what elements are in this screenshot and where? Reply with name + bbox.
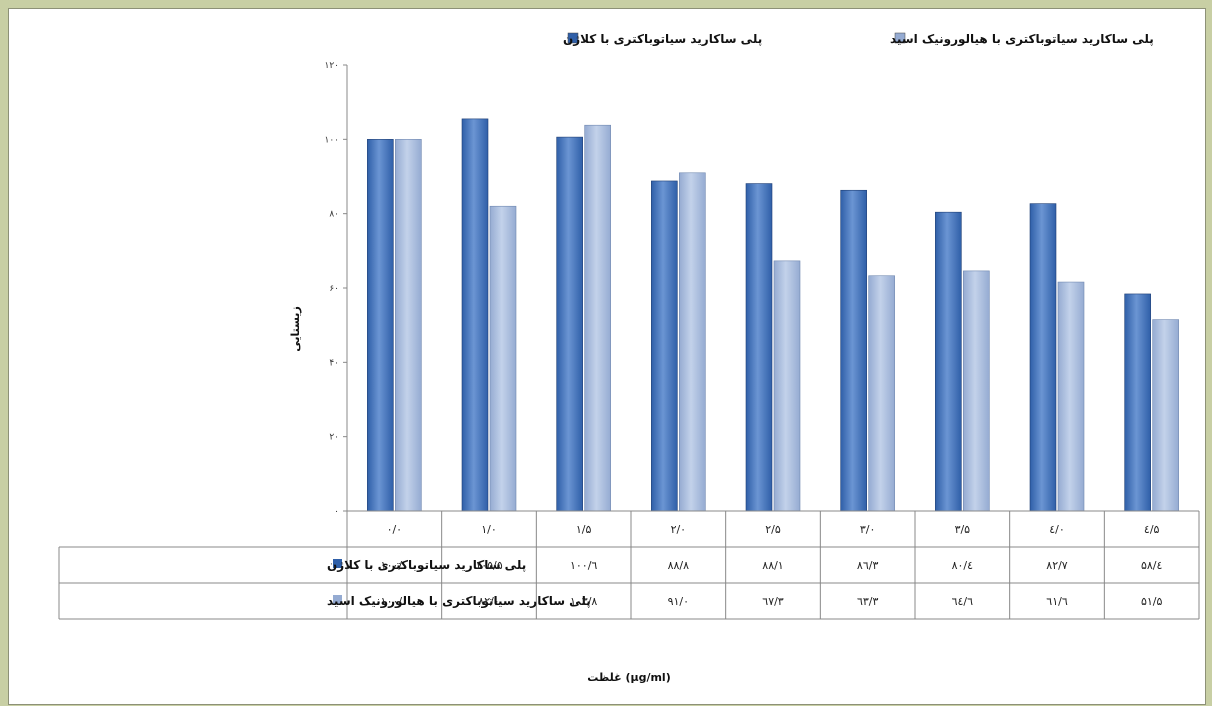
bar-series-1 <box>556 136 583 512</box>
legend-label: پلی ساکارید سیاتوباکتری با کلاژن <box>563 32 762 47</box>
bar-series-2 <box>395 139 422 512</box>
data-value-label: ٦۳/۳ <box>857 595 879 608</box>
data-value-label: ۱۰۰/٦ <box>570 559 597 572</box>
category-label: ۱/۵ <box>576 523 592 536</box>
data-value-label: ۱۰۵/۵ <box>475 559 502 572</box>
bar-series-1 <box>745 183 773 512</box>
data-value-label: ٦٤/٦ <box>952 595 974 608</box>
data-value-label: ۸٦/۳ <box>857 559 879 572</box>
legend-label: پلی ساکارید سیاتوباکتری با هیالورونیک اس… <box>890 32 1154 47</box>
data-value-label: ۱۰۰/۰ <box>381 559 408 572</box>
y-tick-label: ۱۰۰ <box>324 135 339 145</box>
data-value-label: ۱۰۰/۰ <box>381 595 408 608</box>
table-legend-key <box>333 559 342 568</box>
x-axis-title: غلظت (µg/ml) <box>587 671 670 684</box>
data-value-label: ۸۰/٤ <box>952 559 974 572</box>
data-value-label: ٦۱/٦ <box>1046 595 1068 608</box>
category-label: ۲/۵ <box>765 523 781 536</box>
y-axis-title: زیستایی <box>289 306 302 352</box>
bar-series-2 <box>489 205 517 512</box>
data-value-label: ۸۲/۰ <box>478 595 499 608</box>
bar-chart: ۰ ۲۰ ۴۰ ۶۰ ۸۰ ۱۰۰ ۱۲۰ زیستایی ۰/۰ ۱/۰ ۱/۵ ۲/۰ ۲/۵ ۳/۰… <box>58 32 1200 684</box>
bar-series-2 <box>773 260 801 512</box>
bar-series-2 <box>1152 319 1179 512</box>
table-legend-key <box>333 595 342 604</box>
bar-series-2 <box>963 270 990 512</box>
bar-series-1 <box>840 189 867 512</box>
data-value-label: ۸۸/۸ <box>668 559 690 572</box>
bar-series-1 <box>1124 293 1151 512</box>
table-series-name: پلی ساکارید سیاتوباکتری با کلاژن <box>327 558 526 573</box>
category-label: ٤/۵ <box>1144 523 1160 536</box>
category-label: ۰/۰ <box>387 523 403 536</box>
chart-frame: ۰ ۲۰ ۴۰ ۶۰ ۸۰ ۱۰۰ ۱۲۰ زیستایی ۰/۰ ۱/۰ ۱/۵ ۲/۰ ۲/۵ ۳/۰… <box>8 8 1206 705</box>
y-tick-label: ۴۰ <box>329 358 339 368</box>
data-value-label: ۵۸/٤ <box>1141 559 1163 572</box>
data-value-label: ۸۸/۱ <box>762 559 783 572</box>
bar-series-1 <box>461 118 489 512</box>
bar-series-2 <box>868 275 895 512</box>
y-tick-label: ۱۲۰ <box>324 61 339 71</box>
data-value-label: ۸۲/۷ <box>1046 559 1068 572</box>
data-value-label: ٦۷/۳ <box>762 595 784 608</box>
bar-series-2 <box>679 172 706 512</box>
category-label: ۱/۰ <box>481 523 497 536</box>
data-value-label: ۵۱/۵ <box>1141 595 1163 608</box>
y-tick-label: ۸۰ <box>329 210 339 220</box>
data-value-label: ۹۱/۰ <box>668 595 689 608</box>
category-label: ۳/۵ <box>955 523 971 536</box>
bar-series-1 <box>367 139 394 512</box>
bar-series-2 <box>1057 281 1085 512</box>
y-tick-label: ۶۰ <box>329 284 339 294</box>
legend-key <box>567 32 579 44</box>
data-value-label: ۱۰۳/۸ <box>570 595 597 608</box>
bar-series-1 <box>1029 203 1057 512</box>
table-series-name: پلی ساکارید سیاتوباکتری با هیالورونیک اس… <box>327 594 591 609</box>
category-label: ۲/۰ <box>671 523 687 536</box>
bar-series-1 <box>651 180 678 512</box>
bar-series-2 <box>584 124 611 512</box>
y-tick-label: ۲۰ <box>329 433 339 443</box>
category-label: ٤/۰ <box>1049 523 1065 536</box>
y-tick-label: ۰ <box>334 507 339 517</box>
category-label: ۳/۰ <box>860 523 876 536</box>
legend-key <box>894 32 906 44</box>
bar-series-1 <box>935 211 962 512</box>
